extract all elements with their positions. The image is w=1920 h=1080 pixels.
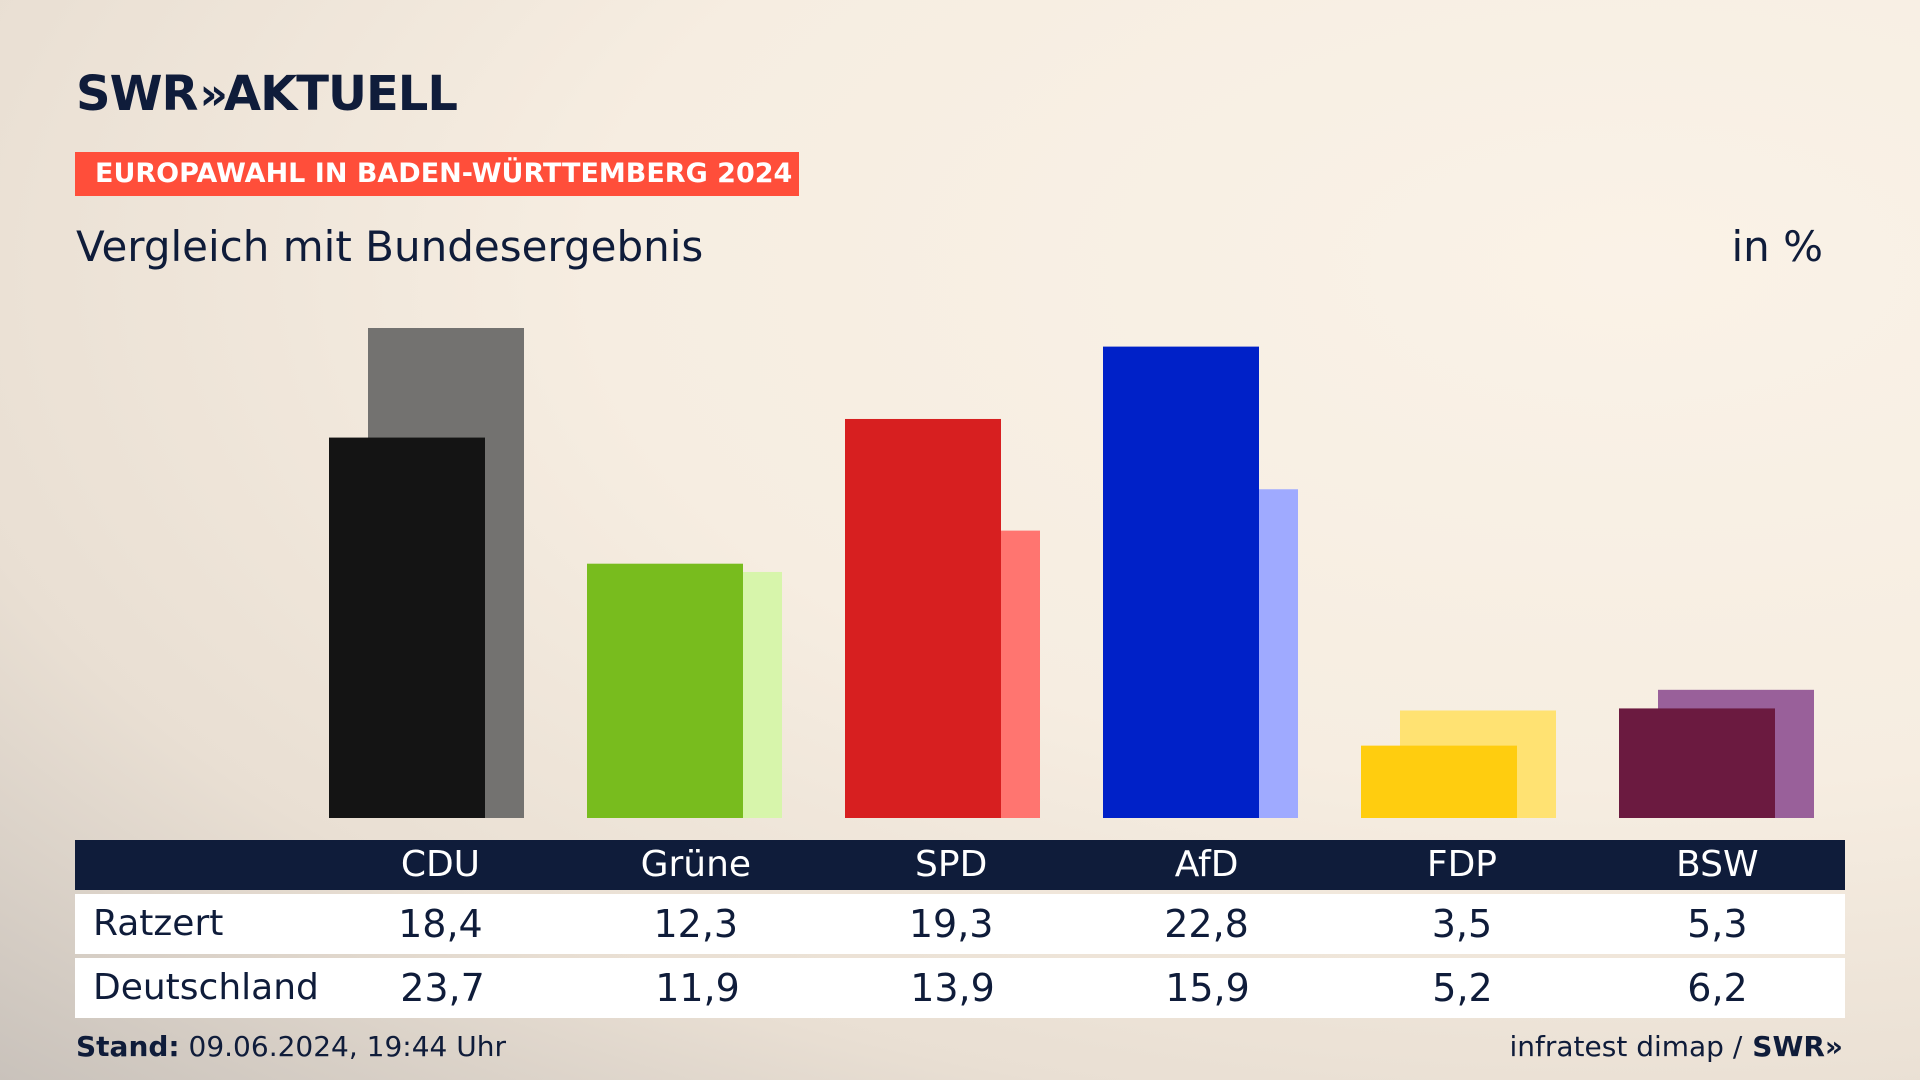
source-credit: infratest dimap / SWR»: [1509, 1030, 1843, 1063]
value-cell: 23,7: [400, 966, 485, 1010]
bar-ratzert-fdp: [1361, 745, 1517, 818]
party-header-fdp: FDP: [1426, 844, 1497, 885]
row-label: Ratzert: [93, 903, 224, 944]
value-cell: 22,8: [1164, 902, 1249, 946]
value-cell: 3,5: [1431, 902, 1493, 946]
value-cell: 5,2: [1432, 966, 1493, 1010]
bar-ratzert-afd: [1103, 346, 1259, 818]
value-cell: 13,9: [910, 966, 995, 1010]
party-header-gruene: Grüne: [640, 844, 752, 885]
unit-label: in %: [1731, 222, 1823, 271]
logo-aktuell: AKTUELL: [223, 66, 458, 122]
value-cell: 6,2: [1687, 966, 1748, 1010]
party-header-afd: AfD: [1174, 844, 1239, 885]
chart-subtitle: Vergleich mit Bundesergebnis: [76, 222, 704, 271]
stand-value: 09.06.2024, 19:44 Uhr: [188, 1030, 506, 1063]
bar-ratzert-spd: [845, 418, 1001, 818]
timestamp: Stand: 09.06.2024, 19:44 Uhr: [76, 1030, 506, 1063]
value-cell: 11,9: [655, 966, 740, 1010]
value-cell: 12,3: [653, 902, 739, 946]
results-table: CDU Grüne SPD AfD FDP BSW Ratzert 18,4 1…: [75, 840, 1845, 1018]
table-header: CDU Grüne SPD AfD FDP BSW: [75, 840, 1845, 890]
logo-swr: SWR: [76, 66, 198, 122]
election-banner: EUROPAWAHL IN BADEN-WÜRTTEMBERG 2024: [75, 152, 799, 196]
party-header-cdu: CDU: [400, 844, 481, 885]
value-cell: 18,4: [398, 902, 483, 946]
source-text: infratest dimap /: [1509, 1030, 1743, 1063]
bar-ratzert-gruene: [587, 563, 743, 818]
stand-label: Stand:: [76, 1030, 180, 1063]
party-header-spd: SPD: [915, 844, 988, 885]
comparison-bar-chart: [329, 328, 1814, 818]
table-row-deutschland: Deutschland 23,7 11,9 13,9 15,9 5,2 6,2: [75, 958, 1845, 1018]
row-label: Deutschland: [93, 967, 319, 1008]
table-header-blank: [75, 840, 313, 890]
swr-small-logo: SWR»: [1752, 1030, 1843, 1063]
value-cell: 15,9: [1165, 966, 1250, 1010]
swr-aktuell-logo: SWR » AKTUELL: [76, 66, 458, 122]
value-cell: 19,3: [908, 902, 994, 946]
table-row-ratzert: Ratzert 18,4 12,3 19,3 22,8 3,5 5,3: [75, 894, 1845, 954]
value-cell: 5,3: [1687, 902, 1748, 946]
bar-ratzert-cdu: [329, 437, 485, 818]
party-header-bsw: BSW: [1676, 844, 1759, 885]
bar-ratzert-bsw: [1619, 708, 1775, 818]
